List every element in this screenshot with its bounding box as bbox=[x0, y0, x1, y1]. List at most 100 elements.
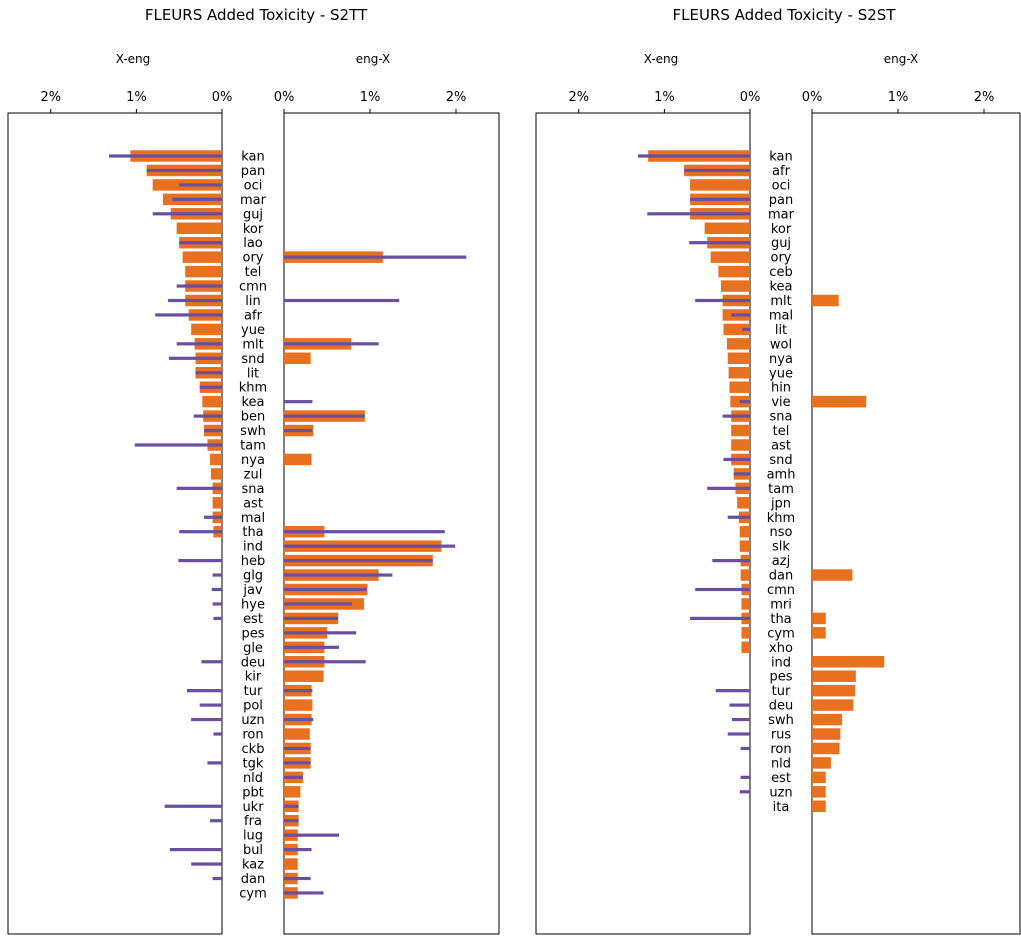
category-label-swh: swh bbox=[240, 424, 266, 439]
eng-x-line-heb bbox=[284, 559, 433, 563]
x-eng-line-tha bbox=[690, 616, 750, 620]
x-eng-bar-mri bbox=[741, 598, 750, 610]
x-tick-label: 2% bbox=[446, 90, 467, 105]
eng-x-line-kea bbox=[284, 400, 313, 404]
category-label-cym: cym bbox=[239, 886, 267, 901]
x-eng-line-ukr bbox=[164, 804, 222, 808]
category-label-tam: tam bbox=[768, 482, 794, 497]
category-label-tha: tha bbox=[242, 525, 263, 540]
x-eng-bar-hin bbox=[729, 381, 750, 393]
eng-x-line-ukr bbox=[284, 804, 299, 808]
x-eng-line-lit bbox=[195, 371, 222, 375]
x-eng-line-est bbox=[740, 775, 750, 779]
eng-x-bar-vie bbox=[812, 395, 867, 408]
category-label-amh: amh bbox=[767, 467, 796, 482]
x-eng-line-vie bbox=[739, 400, 750, 404]
eng-x-line-uzn bbox=[284, 717, 314, 722]
x-eng-line-pan bbox=[146, 168, 222, 173]
x-eng-line-sna bbox=[176, 486, 222, 490]
eng-x-line-mlt bbox=[284, 342, 379, 346]
category-label-ory: ory bbox=[771, 251, 792, 266]
x-eng-line-ron bbox=[740, 746, 750, 751]
category-label-xho: xho bbox=[769, 641, 793, 656]
category-label-ind: ind bbox=[243, 540, 263, 555]
left-subplot-label: X-eng bbox=[116, 52, 151, 66]
chart-panel-s2tt: FLEURS Added Toxicity - S2TT X-eng eng-X… bbox=[7, 6, 500, 935]
category-label-jav: jav bbox=[242, 583, 263, 598]
eng-x-bar-snd bbox=[284, 352, 311, 365]
category-label-kaz: kaz bbox=[242, 858, 264, 873]
category-label-est: est bbox=[243, 612, 263, 627]
x-eng-bar-nso bbox=[739, 525, 750, 538]
eng-x-bar-pes bbox=[812, 670, 856, 682]
x-eng-bar-yue bbox=[191, 323, 222, 336]
x-eng-line-mal bbox=[204, 515, 222, 519]
category-label-nya: nya bbox=[769, 352, 793, 367]
x-eng-line-swh bbox=[204, 428, 222, 433]
x-eng-bar-lit bbox=[723, 323, 750, 336]
x-eng-line-pol bbox=[199, 703, 222, 707]
category-label-lin: lin bbox=[245, 294, 260, 309]
category-label-ron: ron bbox=[242, 728, 263, 743]
x-eng-line-heb bbox=[178, 559, 222, 563]
x-tick-label: 1% bbox=[654, 90, 675, 105]
x-tick-label: 2% bbox=[40, 90, 61, 105]
x-tick-label: 2% bbox=[568, 90, 589, 105]
x-eng-bar-wol bbox=[726, 338, 750, 350]
category-label-ben: ben bbox=[241, 410, 266, 425]
x-eng-line-kan bbox=[637, 154, 750, 158]
category-label-ast: ast bbox=[243, 496, 263, 511]
x-eng-bar-ast bbox=[731, 439, 750, 451]
x-eng-bar-jpn bbox=[737, 497, 750, 509]
eng-x-line-tha bbox=[284, 530, 445, 534]
x-eng-bar-kor bbox=[704, 222, 750, 234]
category-label-glg: glg bbox=[243, 569, 263, 584]
category-label-tur: tur bbox=[244, 684, 263, 699]
eng-x-bar-ron bbox=[284, 728, 310, 740]
x-eng-line-lit bbox=[742, 327, 750, 331]
x-eng-line-cmn bbox=[176, 284, 222, 288]
eng-x-line-swh bbox=[284, 428, 313, 433]
category-label-nld: nld bbox=[243, 771, 263, 786]
x-eng-line-kaz bbox=[191, 862, 222, 866]
x-eng-line-azj bbox=[712, 559, 750, 563]
x-eng-line-khm bbox=[199, 385, 222, 389]
category-label-cym: cym bbox=[767, 626, 795, 641]
category-label-hye: hye bbox=[241, 597, 265, 612]
category-label-kea: kea bbox=[241, 395, 264, 410]
category-label-nya: nya bbox=[241, 453, 265, 468]
category-label-azj: azj bbox=[772, 554, 790, 569]
x-eng-line-guj bbox=[689, 241, 750, 245]
x-eng-bar-dan bbox=[740, 569, 750, 581]
x-eng-bar-kea bbox=[720, 280, 750, 292]
x-eng-line-glg bbox=[212, 573, 222, 577]
x-eng-line-lao bbox=[179, 241, 222, 245]
x-eng-line-khm bbox=[727, 515, 750, 519]
category-label-lao: lao bbox=[243, 236, 263, 251]
x-eng-bar-ceb bbox=[718, 265, 750, 278]
eng-x-bar-ind bbox=[812, 656, 885, 668]
eng-x-line-lug bbox=[284, 833, 340, 837]
x-eng-bar-xho bbox=[741, 641, 750, 654]
category-label-gle: gle bbox=[243, 641, 263, 656]
category-label-snd: snd bbox=[769, 453, 792, 468]
category-label-wol: wol bbox=[770, 337, 792, 352]
category-label-kan: kan bbox=[241, 150, 265, 165]
category-label-pan: pan bbox=[769, 193, 793, 208]
eng-x-line-gle bbox=[284, 645, 340, 649]
eng-x-bar-mlt bbox=[812, 294, 839, 307]
eng-x-bar-tur bbox=[812, 684, 855, 697]
category-label-pes: pes bbox=[241, 626, 264, 641]
category-label-afr: afr bbox=[772, 164, 791, 179]
left-axes-frame bbox=[535, 112, 751, 935]
eng-x-bar-rus bbox=[812, 728, 841, 740]
x-eng-bar-ory bbox=[710, 251, 750, 263]
category-label-tha: tha bbox=[770, 612, 791, 627]
eng-x-bar-nld bbox=[812, 757, 831, 769]
category-label-guj: guj bbox=[243, 207, 263, 222]
x-eng-line-mar bbox=[647, 212, 750, 216]
x-eng-line-est bbox=[213, 616, 222, 620]
category-label-tel: tel bbox=[245, 265, 262, 280]
eng-x-bar-swh bbox=[812, 713, 843, 726]
right-axes-frame bbox=[811, 112, 1021, 935]
